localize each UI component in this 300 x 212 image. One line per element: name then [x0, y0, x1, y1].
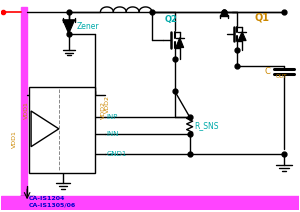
Text: VDD1: VDD1 — [12, 130, 17, 148]
Text: C: C — [264, 67, 270, 76]
Polygon shape — [238, 32, 246, 41]
Text: INP: INP — [106, 114, 118, 120]
Text: CA-IS1305/06: CA-IS1305/06 — [29, 203, 76, 208]
Text: INN: INN — [106, 131, 119, 137]
Text: VDD2: VDD2 — [105, 95, 110, 113]
Text: OUT: OUT — [276, 74, 287, 79]
Text: VDD2: VDD2 — [101, 101, 106, 119]
Text: CA-IS1204: CA-IS1204 — [29, 196, 65, 201]
Text: Isolation: Isolation — [149, 201, 190, 211]
Bar — [21, 7, 27, 203]
Polygon shape — [63, 20, 75, 34]
Bar — [2, 196, 298, 203]
Text: Q1: Q1 — [254, 13, 269, 23]
Polygon shape — [220, 10, 228, 16]
Text: GND1: GND1 — [106, 151, 127, 157]
Bar — [2, 203, 298, 210]
Text: VDD1: VDD1 — [24, 101, 28, 119]
Text: R_SNS: R_SNS — [195, 121, 219, 130]
Text: Q2: Q2 — [165, 15, 178, 24]
Bar — [29, 87, 95, 173]
Text: Zener: Zener — [77, 22, 99, 31]
Polygon shape — [176, 38, 184, 47]
